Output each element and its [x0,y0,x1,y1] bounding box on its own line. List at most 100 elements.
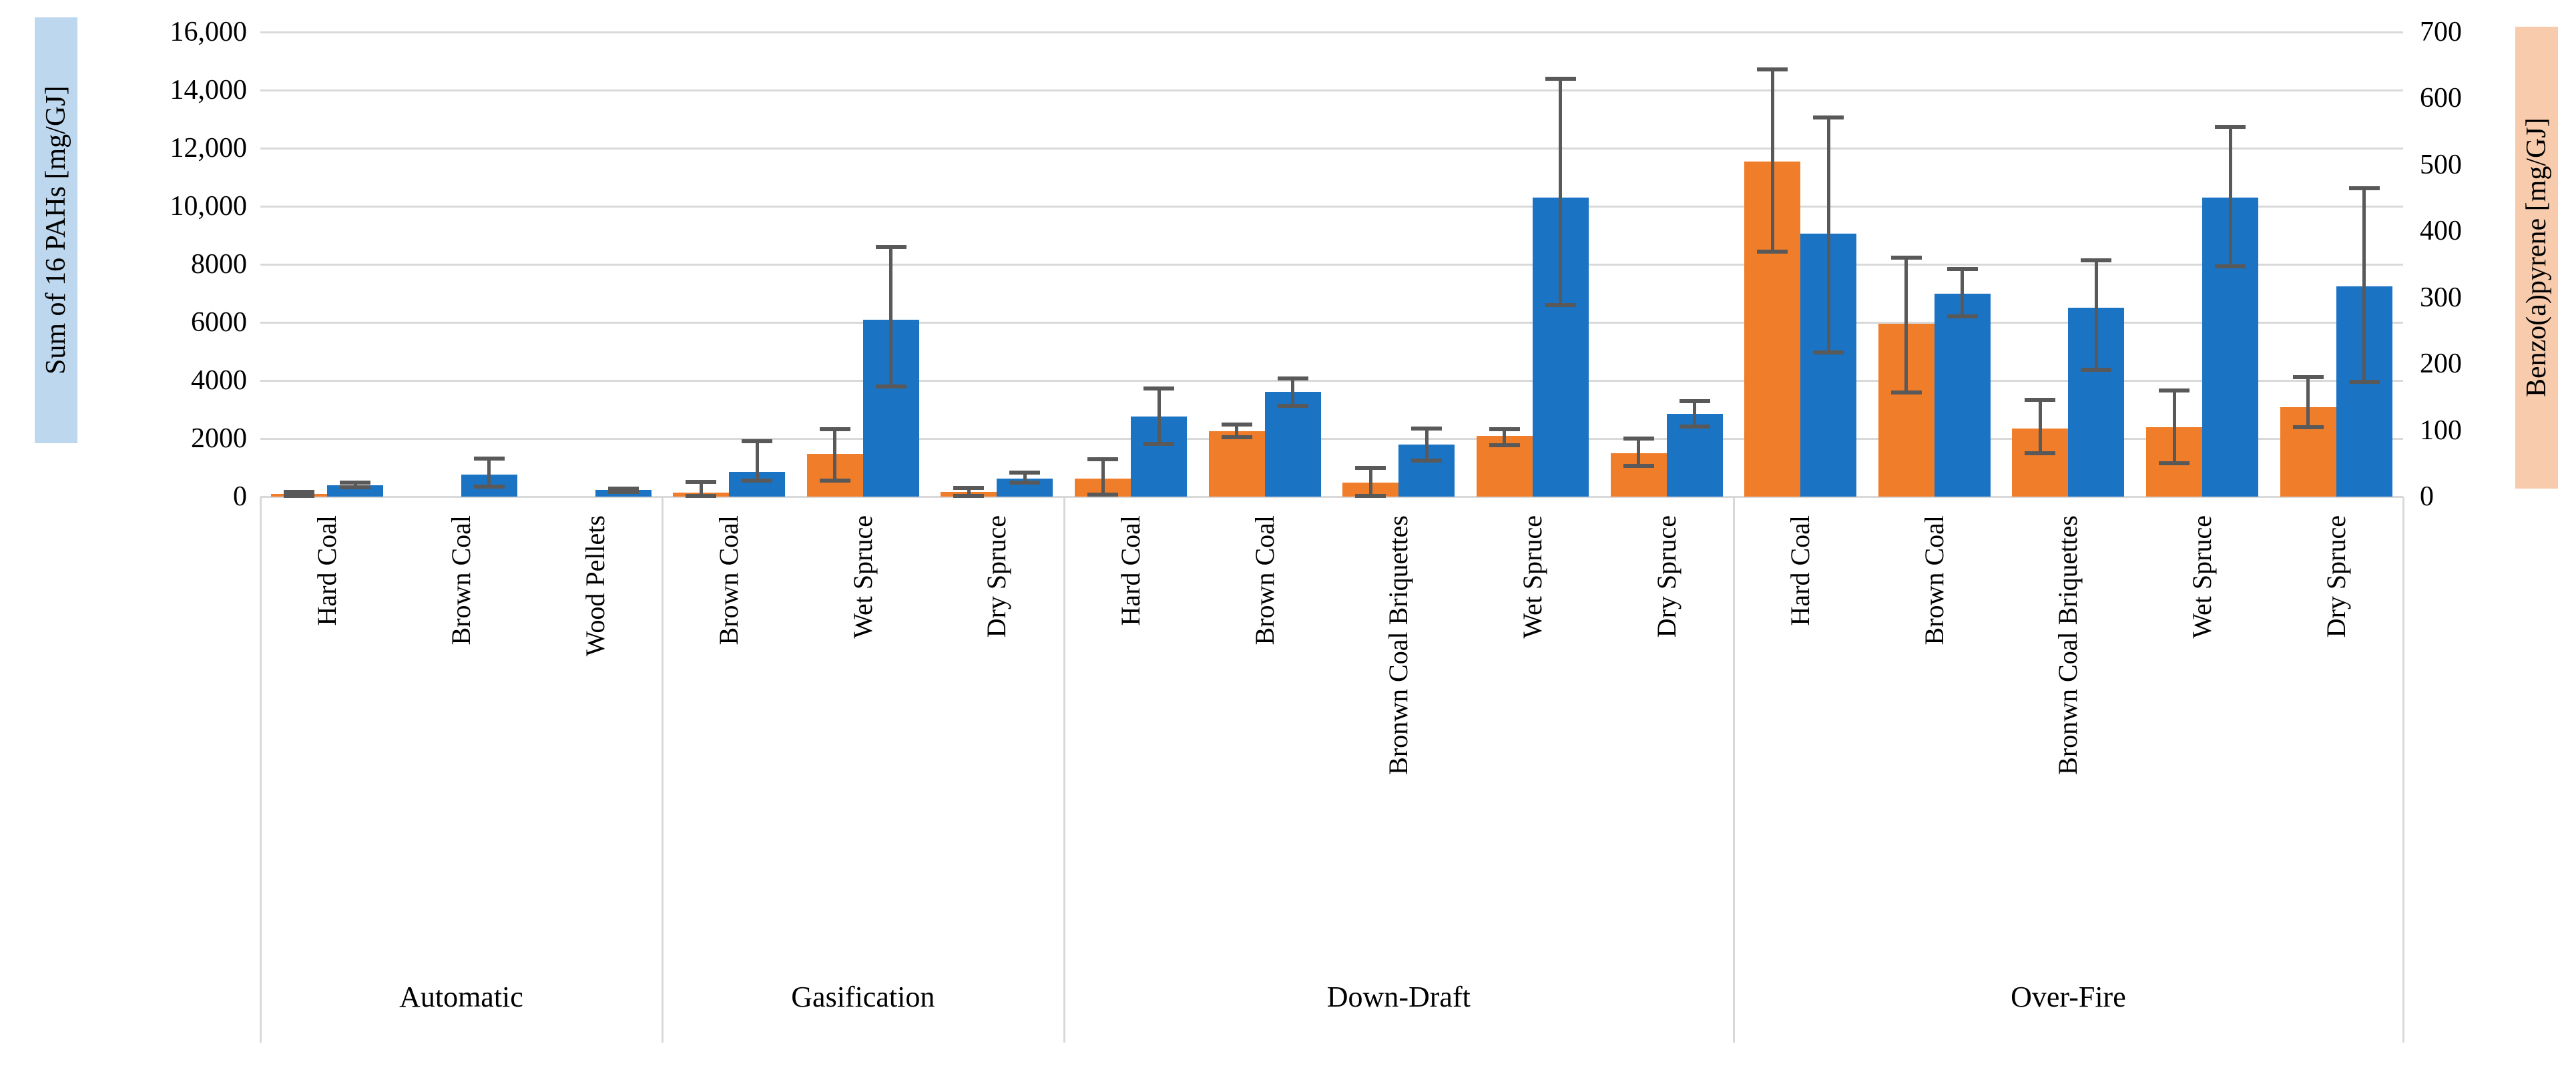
category-label: Brown Coal [1249,515,1280,645]
pah-bar [1264,392,1321,497]
group-label: Over-Fire [2011,981,2126,1013]
group-separator [661,497,664,1043]
error-bar-cap [1143,386,1175,390]
error-bar-cap [473,457,505,461]
category-label: Brown Coal [445,515,476,645]
left-tick-label: 16,000 [170,17,248,47]
category-label: Brown Coal [714,515,744,645]
error-bar-line [1904,258,1908,392]
error-bar-line [1291,378,1295,407]
error-bar-cap [1757,67,1788,71]
error-bar-line [967,488,971,496]
error-bar-cap [1355,466,1386,471]
left-tick-label: 0 [233,481,247,512]
right-tick-label: 0 [2420,481,2434,512]
right-tick-label: 200 [2420,348,2462,380]
error-bar-cap [2348,186,2380,190]
error-bar-cap [1277,404,1308,409]
error-bar-cap [1813,350,1844,354]
error-bar-cap [1277,376,1308,380]
error-bar-line [1826,117,1830,352]
error-bar-cap [1623,464,1654,469]
category-label: Hard Coal [1785,515,1816,626]
error-bar-line [1101,459,1105,495]
error-bar-cap [2081,368,2112,372]
error-bar-cap [607,487,639,491]
error-bar-line [1503,429,1507,446]
error-bar-line [1023,473,1027,483]
error-bar-cap [607,489,639,494]
error-bar-cap [2159,461,2190,466]
error-bar-cap [2025,451,2056,456]
error-bar-cap [2292,425,2324,429]
error-bar-line [2228,126,2232,267]
gridline [260,89,2403,91]
right-tick-label: 300 [2420,282,2462,313]
error-bar-cap [2159,388,2190,392]
category-label: Brown Coal [1918,515,1949,645]
error-bar-cap [284,494,315,498]
error-bar-cap [1813,115,1844,120]
pah-bar [1934,293,1991,497]
gridline [260,31,2403,33]
error-bar-line [1770,69,1774,252]
error-bar-cap [1411,458,1443,463]
gridline [260,380,2403,382]
error-bar-line [1157,388,1161,445]
error-bar-line [1693,400,1697,427]
error-bar-cap [340,481,371,485]
error-bar-cap [953,486,985,491]
error-bar-cap [1545,76,1576,81]
left-tick-label: 6000 [191,307,247,338]
error-bar-line [2362,188,2366,382]
error-bar-cap [819,479,850,483]
left-tick-label: 8000 [191,249,247,280]
category-label: Dry Spruce [1651,515,1682,638]
axis-baseline [260,496,2403,498]
error-bar-line [755,441,759,481]
error-bar-cap [819,427,850,431]
error-bar-cap [340,485,371,490]
error-bar-cap [2215,264,2246,269]
error-bar-cap [2081,258,2112,263]
error-bar-cap [742,439,773,444]
error-bar-line [833,429,837,481]
category-label: Hard Coal [1115,515,1146,626]
error-bar-cap [1623,437,1654,441]
error-bar-cap [473,485,505,489]
left-tick-label: 12,000 [170,133,248,164]
error-bar-cap [686,480,717,485]
error-bar-line [699,482,703,496]
error-bar-cap [686,494,717,498]
error-bar-cap [1679,398,1710,403]
category-label: Dry Spruce [2320,515,2351,638]
error-bar-cap [875,384,907,388]
error-bar-line [1368,468,1372,496]
y-axis-right-title: Benzo(a)pyrene [mg/GJ] [2515,27,2558,489]
gridline [260,438,2403,440]
error-bar-cap [1890,390,1922,394]
group-separator [1063,497,1065,1043]
error-bar-cap [1221,435,1252,439]
error-bar-cap [1890,256,1922,260]
error-bar-cap [1489,427,1520,431]
left-tick-label: 2000 [191,423,247,454]
group-separator [2402,497,2404,1043]
error-bar-cap [2348,380,2380,384]
error-bar-line [2038,399,2042,454]
right-tick-label: 600 [2420,83,2462,114]
error-bar-line [2306,377,2310,427]
category-label: Wet Spruce [847,515,878,639]
right-tick-label: 400 [2420,216,2462,247]
category-label: Wet Spruce [2187,515,2218,639]
error-bar-cap [1411,426,1443,431]
group-label: Gasification [791,981,935,1013]
group-separator [1732,497,1735,1043]
right-tick-label: 700 [2420,17,2462,47]
group-label: Automatic [399,981,523,1013]
gridline [260,148,2403,150]
error-bar-cap [1489,443,1520,448]
error-bar-cap [1355,494,1386,498]
group-label: Down-Draft [1326,981,1471,1013]
